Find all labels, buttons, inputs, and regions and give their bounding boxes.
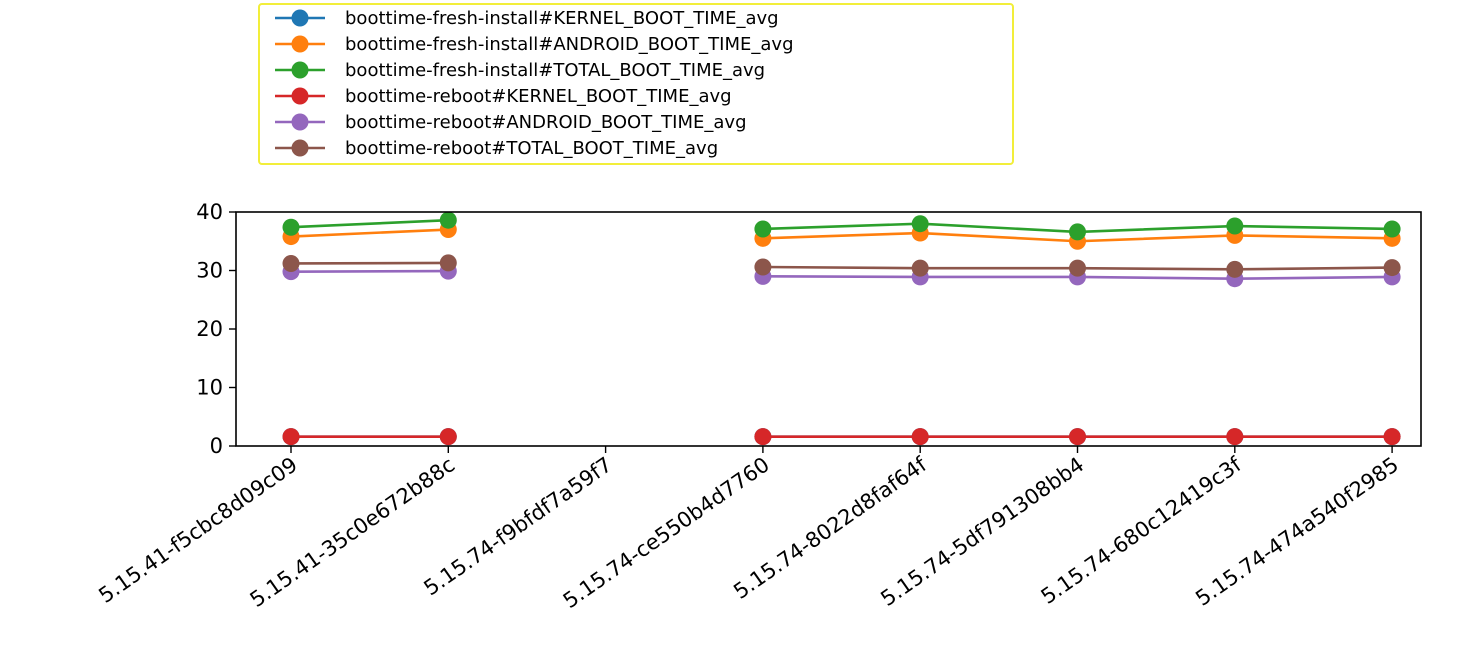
legend-marker — [291, 9, 309, 27]
data-point — [911, 259, 929, 277]
data-point — [439, 254, 457, 272]
data-point — [1069, 428, 1086, 446]
y-tick-label: 40 — [196, 200, 223, 224]
legend-label: boottime-fresh-install#ANDROID_BOOT_TIME… — [345, 34, 794, 55]
data-point — [1226, 260, 1244, 278]
data-point — [1069, 259, 1086, 277]
legend-marker — [291, 61, 309, 79]
data-point — [1226, 217, 1244, 235]
legend-item: boottime-reboot#TOTAL_BOOT_TIME_avg — [275, 138, 718, 159]
legend-item: boottime-reboot#KERNEL_BOOT_TIME_avg — [275, 86, 732, 107]
data-point — [439, 211, 457, 229]
legend-marker — [291, 139, 309, 157]
series-line — [290, 228, 449, 238]
data-point — [911, 428, 929, 446]
legend-marker — [291, 35, 309, 53]
y-tick-label: 30 — [196, 259, 223, 283]
data-point — [1069, 223, 1086, 241]
series-line — [290, 261, 449, 265]
series-6 — [282, 254, 1401, 278]
data-point — [282, 218, 300, 236]
data-point — [1383, 259, 1401, 277]
series-line — [290, 218, 449, 229]
y-tick-label: 20 — [196, 317, 223, 341]
legend-box — [258, 3, 1014, 165]
data-point — [1383, 428, 1401, 446]
legend-marker — [291, 113, 309, 131]
legend-item: boottime-fresh-install#ANDROID_BOOT_TIME… — [275, 34, 794, 55]
data-point — [439, 428, 457, 446]
series-3 — [282, 211, 1401, 241]
data-point — [1383, 220, 1401, 238]
data-point — [754, 428, 772, 446]
legend: boottime-fresh-install#KERNEL_BOOT_TIME_… — [258, 3, 1014, 165]
legend-item: boottime-fresh-install#TOTAL_BOOT_TIME_a… — [275, 60, 765, 81]
data-point — [282, 428, 300, 446]
y-tick-label: 0 — [210, 434, 223, 458]
data-point — [754, 258, 772, 276]
data-point — [1226, 428, 1244, 446]
legend-label: boottime-reboot#TOTAL_BOOT_TIME_avg — [345, 138, 718, 159]
legend-item: boottime-fresh-install#KERNEL_BOOT_TIME_… — [275, 8, 779, 29]
series-4 — [282, 428, 1401, 446]
plot-area — [282, 211, 1401, 446]
series-line — [290, 269, 449, 273]
data-point — [282, 254, 300, 272]
legend-label: boottime-reboot#ANDROID_BOOT_TIME_avg — [345, 112, 747, 133]
legend-item: boottime-reboot#ANDROID_BOOT_TIME_avg — [275, 112, 747, 133]
legend-marker — [291, 87, 309, 105]
legend-label: boottime-fresh-install#TOTAL_BOOT_TIME_a… — [345, 60, 765, 81]
data-point — [754, 220, 772, 238]
plot-frame — [235, 211, 1422, 447]
legend-label: boottime-fresh-install#KERNEL_BOOT_TIME_… — [345, 8, 779, 29]
y-tick-label: 10 — [196, 376, 223, 400]
legend-label: boottime-reboot#KERNEL_BOOT_TIME_avg — [345, 86, 732, 107]
data-point — [911, 215, 929, 233]
